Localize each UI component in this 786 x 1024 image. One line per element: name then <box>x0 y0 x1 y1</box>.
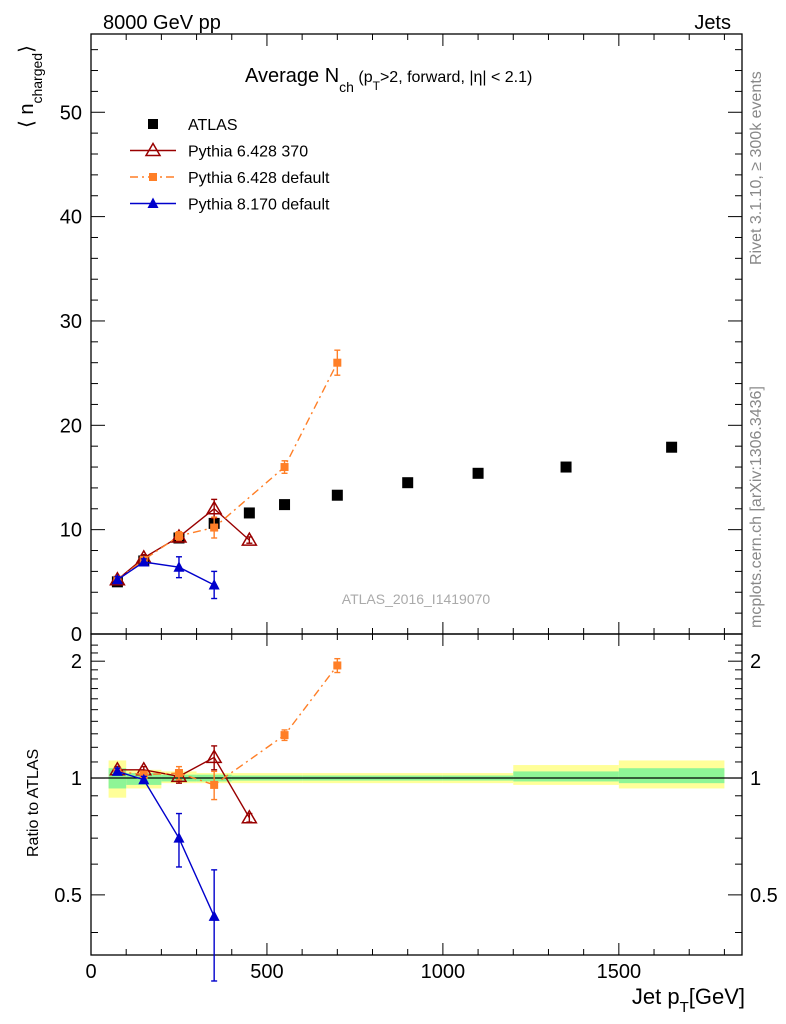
series-2-ratio-line <box>117 665 338 786</box>
legend-label-0: ATLAS <box>188 117 238 134</box>
ratio-y-tick-label-left-1: 1 <box>71 768 82 790</box>
legend-label-2: Pythia 6.428 default <box>188 170 330 187</box>
ratio-plot-frame <box>90 633 743 956</box>
atlas-point-9 <box>560 461 572 473</box>
band-green-9 <box>618 768 725 784</box>
series-3-ratio-line <box>117 770 215 917</box>
x-tick-label-0: 0 <box>85 961 96 983</box>
main-y-tick-label-0: 0 <box>71 624 82 646</box>
legend-entry-0: ATLAS <box>148 117 238 134</box>
atlas-point-5 <box>279 499 291 511</box>
series-3-main-point-0 <box>111 573 123 585</box>
series-3-main-point-2 <box>173 561 185 572</box>
mcplots-label: mcplots.cern.ch [arXiv:1306.3436] <box>748 386 765 628</box>
main-y-axis-label: ⟨ ncharged⟩ <box>16 45 45 128</box>
ratio-uncertainty-bands <box>108 760 725 798</box>
main-y-tick-label-40: 40 <box>60 207 82 229</box>
atlas-point-7 <box>402 477 414 489</box>
legend-marker-0 <box>148 119 158 129</box>
series-3-ratio-point-1 <box>138 773 150 785</box>
legend-label-1: Pythia 6.428 370 <box>188 144 308 161</box>
series-2-ratio-point-4 <box>280 731 289 740</box>
main-y-tick-label-20: 20 <box>60 415 82 437</box>
legend-marker-1 <box>144 142 162 157</box>
main-y-tick-label-50: 50 <box>60 102 82 124</box>
series-2-main-line <box>116 362 338 581</box>
series-2 <box>113 349 342 801</box>
series-2-ratio-point-2 <box>174 769 183 778</box>
x-axis-label: Jet pT[GeV] <box>632 984 745 1016</box>
plot-title: Average Nch (pT>2, forward, |η| < 2.1) <box>245 65 532 95</box>
series-3-ratio-point-2 <box>173 832 185 843</box>
atlas-point-10 <box>666 441 678 453</box>
x-tick-label-1500: 1500 <box>597 961 642 983</box>
series-2-main-point-4 <box>280 463 289 472</box>
process-label: Jets <box>694 12 731 34</box>
series-1-ratio-point-4 <box>241 809 258 824</box>
series-2-ratio-point-3 <box>210 780 219 789</box>
axis-ticks: 0 500 1000 1500 0 10 20 30 40 50 0.5 0.5 1 1 2 2 <box>54 34 778 983</box>
legend-entry-1: Pythia 6.428 370 <box>130 142 308 161</box>
atlas-point-8 <box>472 467 484 479</box>
series-0 <box>111 441 678 588</box>
legend-entry-3: Pythia 8.170 default <box>130 197 330 214</box>
series-3-main-point-1 <box>138 556 150 567</box>
series-1-main-point-3 <box>205 500 223 515</box>
plot-frames <box>90 33 743 956</box>
series-3-ratio-point-3 <box>208 910 220 921</box>
legend-entry-2: Pythia 6.428 default <box>130 170 330 187</box>
band-green-8 <box>513 771 619 782</box>
ratio-y-tick-label-right-2: 2 <box>750 651 761 673</box>
atlas-point-4 <box>243 507 255 519</box>
energy-label: 8000 GeV pp <box>103 12 221 34</box>
ratio-y-tick-label-left-2: 2 <box>71 651 82 673</box>
series-3-main-point-3 <box>208 578 220 590</box>
legend-label-3: Pythia 8.170 default <box>188 197 330 214</box>
legend-marker-2 <box>149 173 157 181</box>
legend: ATLAS Pythia 6.428 370 Pythia 6.428 defaul… <box>130 117 330 214</box>
atlas-point-6 <box>331 489 343 501</box>
series-2-main-point-2 <box>174 531 183 540</box>
legend-marker-3 <box>147 197 159 208</box>
ratio-y-tick-label-right-0.5: 0.5 <box>750 885 778 907</box>
main-y-tick-label-10: 10 <box>60 520 82 542</box>
series-2-ratio-point-5 <box>333 661 342 670</box>
series-1-ratio-point-3 <box>205 748 223 764</box>
x-tick-label-1000: 1000 <box>421 961 466 983</box>
rivet-label: Rivet 3.1.10, ≥ 300k events <box>748 71 765 265</box>
series-3-ratio-point-0 <box>111 765 123 776</box>
main-y-tick-label-30: 30 <box>60 311 82 333</box>
x-tick-label-500: 500 <box>250 961 283 983</box>
series-2-main-point-5 <box>333 358 342 367</box>
analysis-watermark: ATLAS_2016_I1419070 <box>342 591 491 607</box>
series-3-main-line <box>117 561 215 586</box>
ratio-y-tick-label-right-1: 1 <box>750 768 761 790</box>
data-series <box>109 349 678 982</box>
series-3 <box>111 556 220 982</box>
series-2-main-point-3 <box>210 523 219 532</box>
ratio-y-axis-label: Ratio to ATLAS <box>25 749 42 857</box>
series-1-main-point-4 <box>241 531 258 546</box>
ratio-y-tick-label-left-0.5: 0.5 <box>54 885 82 907</box>
